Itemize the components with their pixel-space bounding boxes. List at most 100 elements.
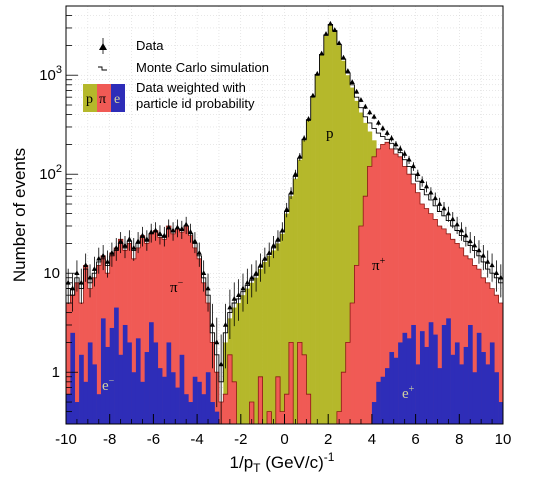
pion-bar bbox=[197, 258, 202, 424]
pion-bar bbox=[131, 258, 137, 424]
data-point bbox=[375, 119, 382, 125]
data-point bbox=[450, 216, 456, 222]
pion-bar bbox=[183, 225, 189, 424]
pion-bar bbox=[459, 247, 464, 424]
legend: Data Monte Carlo simulation p π e Data w… bbox=[83, 38, 269, 112]
legend-e-letter: e bbox=[114, 92, 120, 107]
electron-bar bbox=[157, 368, 163, 424]
data-point bbox=[174, 224, 181, 230]
electron-bar bbox=[393, 357, 399, 424]
pion-bar bbox=[192, 247, 198, 424]
electron-bar bbox=[454, 342, 460, 424]
proton-bar bbox=[332, 30, 338, 424]
data-point bbox=[218, 361, 224, 367]
pion-bar bbox=[424, 208, 430, 424]
data-point bbox=[170, 227, 176, 233]
data-point bbox=[257, 262, 264, 268]
pion-bar bbox=[402, 166, 408, 424]
data-point bbox=[131, 244, 137, 250]
legend-proton-swatch bbox=[83, 84, 97, 112]
x-tick-label: -8 bbox=[103, 431, 116, 448]
data-point bbox=[467, 238, 473, 244]
pion-bar bbox=[398, 156, 403, 424]
electron-bar bbox=[459, 364, 464, 424]
pion-bar bbox=[411, 183, 416, 424]
proton-bar bbox=[341, 60, 346, 424]
x-tick-label: -2 bbox=[234, 431, 247, 448]
data-point bbox=[419, 178, 425, 184]
electron-bar bbox=[114, 307, 119, 424]
data-point bbox=[292, 171, 299, 177]
electron-bar bbox=[463, 346, 469, 424]
electron-bar bbox=[100, 318, 106, 424]
data-point bbox=[480, 252, 486, 258]
pion-bar bbox=[223, 394, 228, 424]
histogram-bars bbox=[66, 25, 503, 424]
data-point bbox=[402, 151, 408, 156]
data-points bbox=[66, 20, 503, 424]
electron-bar bbox=[118, 354, 124, 424]
data-point bbox=[349, 79, 355, 84]
proton-bar bbox=[350, 87, 355, 424]
label-proton: p bbox=[326, 126, 334, 142]
data-point bbox=[144, 236, 150, 242]
pion-bar bbox=[450, 239, 456, 424]
data-point bbox=[489, 262, 495, 268]
data-point bbox=[122, 242, 128, 248]
pion-bar bbox=[275, 376, 281, 424]
proton-bar bbox=[271, 250, 277, 424]
data-point bbox=[410, 163, 417, 169]
electron-bar bbox=[433, 334, 438, 424]
legend-electron-swatch bbox=[111, 84, 125, 112]
pion-bar bbox=[96, 265, 102, 424]
pion-bar bbox=[249, 402, 255, 424]
electron-bar bbox=[411, 324, 416, 424]
data-point bbox=[148, 229, 154, 234]
electron-bar bbox=[197, 381, 202, 424]
data-point bbox=[397, 145, 403, 151]
data-point bbox=[109, 250, 115, 255]
electron-bar bbox=[402, 332, 408, 424]
legend-weighted-line1: Data weighted with bbox=[136, 80, 246, 95]
data-point bbox=[380, 125, 386, 131]
electron-bar bbox=[415, 364, 421, 424]
data-point bbox=[371, 113, 377, 119]
data-point bbox=[270, 242, 277, 248]
electron-bar bbox=[87, 342, 93, 424]
data-point bbox=[441, 205, 447, 211]
electron-bar bbox=[441, 324, 447, 424]
x-tick-label: 8 bbox=[455, 431, 463, 448]
legend-p-letter: p bbox=[86, 92, 93, 107]
electron-bar bbox=[489, 342, 495, 424]
data-point bbox=[66, 279, 71, 285]
electron-bar bbox=[406, 338, 412, 424]
proton-bar bbox=[354, 100, 360, 424]
y-tick-label: 102 bbox=[39, 163, 62, 183]
pion-bar bbox=[74, 282, 80, 424]
pion-bar bbox=[301, 354, 307, 424]
data-point bbox=[345, 68, 351, 73]
pion-bar bbox=[419, 204, 425, 424]
data-point bbox=[201, 270, 207, 276]
proton-bar bbox=[319, 54, 325, 424]
pion-bar bbox=[188, 235, 194, 424]
pion-bar bbox=[144, 243, 150, 424]
proton-bar bbox=[345, 75, 351, 424]
data-point bbox=[83, 262, 89, 268]
pion-bar bbox=[433, 219, 438, 424]
data-point bbox=[471, 242, 478, 248]
label-e-minus: e− bbox=[102, 376, 115, 394]
pion-bar bbox=[153, 230, 159, 424]
data-point bbox=[406, 156, 412, 162]
pion-bar bbox=[157, 237, 163, 424]
proton-bar bbox=[323, 35, 329, 424]
electron-bar bbox=[389, 352, 395, 424]
legend-weighted-line2: particle id probability bbox=[136, 96, 255, 111]
electron-bar bbox=[481, 352, 486, 424]
electron-bar bbox=[92, 364, 97, 424]
electron-bar bbox=[210, 402, 215, 424]
data-point bbox=[236, 292, 242, 297]
pion-bar bbox=[280, 411, 285, 424]
pion-bar bbox=[175, 228, 180, 424]
pion-bar bbox=[406, 174, 412, 424]
